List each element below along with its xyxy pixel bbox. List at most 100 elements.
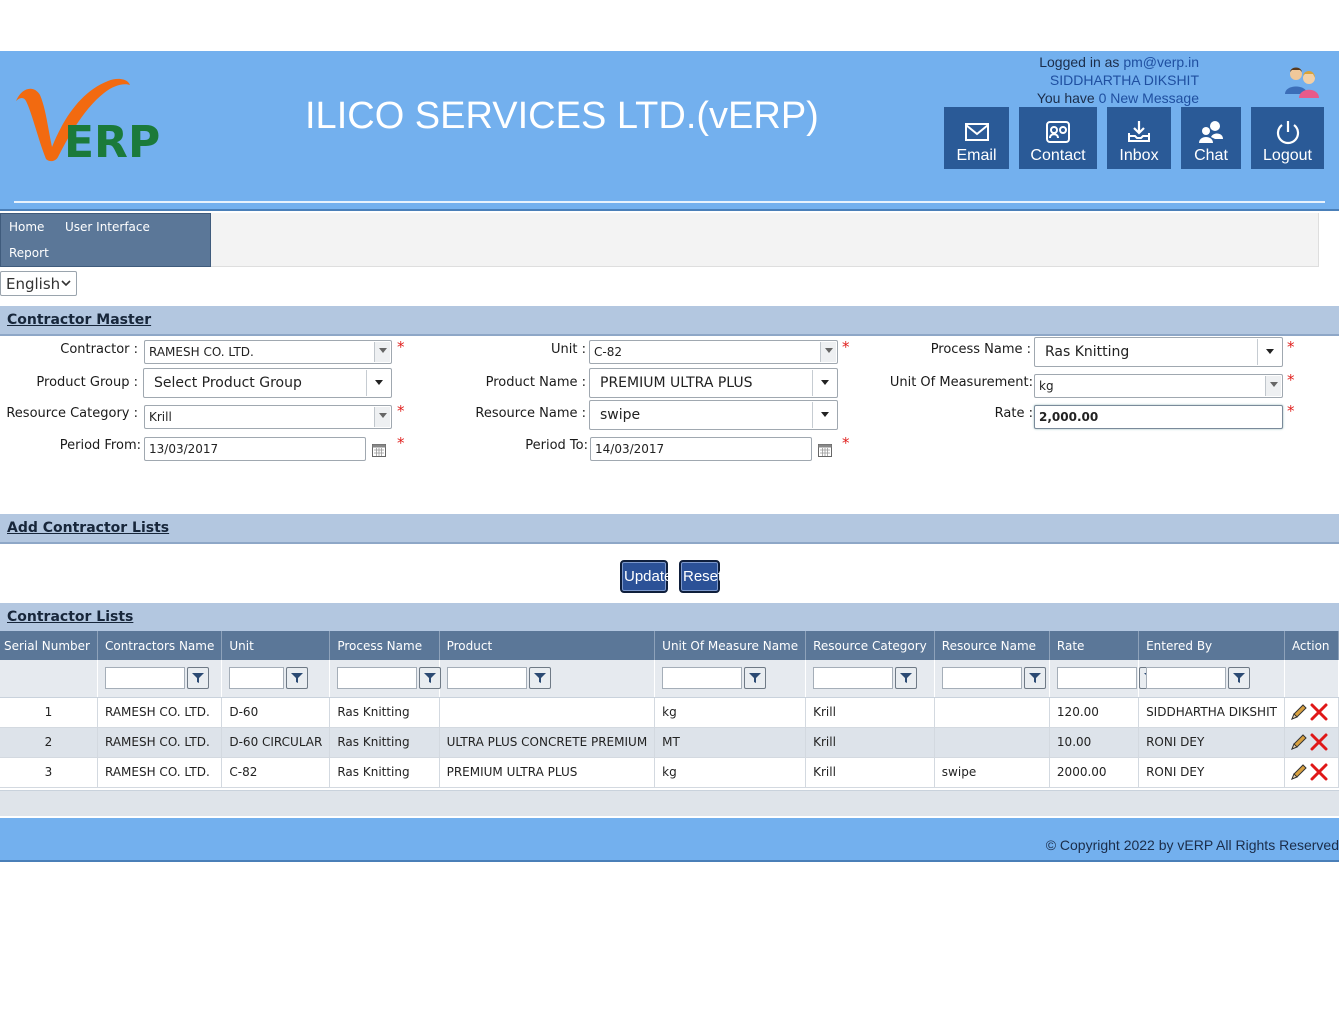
caret-down-icon (375, 380, 383, 385)
product-group-dropdown-toggle[interactable] (366, 370, 390, 396)
product-name-select[interactable]: PREMIUM ULTRA PLUS (589, 368, 838, 398)
menu-user-interface[interactable]: User Interface (65, 220, 150, 234)
product-group-select[interactable]: Select Product Group (143, 368, 392, 398)
cell-uom: MT (654, 727, 807, 758)
menu-home[interactable]: Home (9, 220, 45, 234)
period-from-input[interactable] (144, 437, 366, 461)
filter-entered-by-input[interactable] (1146, 667, 1227, 690)
col-rate[interactable]: Rate (1049, 631, 1140, 660)
cell-resource-category: Krill (805, 697, 935, 728)
cell-entered-by: RONI DEY (1138, 757, 1285, 788)
filter-button[interactable] (895, 667, 918, 690)
filter-button[interactable] (286, 667, 309, 690)
delete-cross-icon[interactable] (1309, 762, 1329, 782)
resource-name-value: swipe (600, 407, 641, 423)
email-button[interactable]: Email (944, 107, 1009, 169)
col-resource-category[interactable]: Resource Category (805, 631, 935, 660)
filter-rate-input[interactable] (1056, 667, 1137, 690)
uom-dropdown-toggle[interactable] (1265, 376, 1281, 396)
cell-action (1284, 727, 1339, 758)
col-product[interactable]: Product (439, 631, 656, 660)
filter-button[interactable] (528, 667, 551, 690)
reset-button[interactable]: Reset (679, 560, 722, 593)
filter-uom-input[interactable] (662, 667, 743, 690)
filter-cell (934, 660, 1050, 698)
user-name: SIDDHARTHA DIKSHIT (1049, 72, 1199, 88)
users-avatar-icon[interactable] (1282, 64, 1322, 100)
contractor-label: Contractor : (60, 342, 138, 357)
resource-name-select[interactable]: swipe (589, 400, 838, 430)
filter-cell (221, 660, 331, 698)
process-name-label: Process Name : (930, 342, 1031, 357)
unit-dropdown-toggle[interactable] (820, 342, 836, 362)
edit-pencil-icon[interactable] (1289, 732, 1309, 752)
logout-button[interactable]: Logout (1251, 107, 1324, 169)
new-message-link[interactable]: 0 New Message (1098, 90, 1199, 106)
cell-action (1284, 697, 1339, 728)
resource-category-dropdown-toggle[interactable] (374, 407, 390, 427)
copyright-text: © Copyright 2022 by vERP All Rights Rese… (1045, 837, 1339, 853)
col-entered-by[interactable]: Entered By (1138, 631, 1285, 660)
col-process-name[interactable]: Process Name (329, 631, 440, 660)
filter-resource-category-input[interactable] (813, 667, 894, 690)
chat-button[interactable]: Chat (1181, 107, 1241, 169)
uom-required-mark: * (1287, 371, 1295, 389)
add-contractor-lists-title: Add Contractor Lists (7, 520, 170, 536)
resource-category-value: Krill (149, 410, 172, 424)
edit-pencil-icon[interactable] (1289, 702, 1309, 722)
filter-process-name-input[interactable] (337, 667, 418, 690)
calendar-icon[interactable] (818, 443, 832, 457)
uom-select[interactable]: kg (1034, 374, 1283, 398)
cell-process: Ras Knitting (329, 757, 440, 788)
funnel-icon (1233, 673, 1246, 684)
col-contractors-name[interactable]: Contractors Name (97, 631, 223, 660)
menu-report[interactable]: Report (9, 246, 49, 260)
table-pager-bar (0, 790, 1339, 816)
period-to-input[interactable] (590, 437, 812, 461)
col-serial-number[interactable]: Serial Number (0, 631, 98, 660)
filter-button[interactable] (1023, 667, 1046, 690)
filter-button[interactable] (186, 667, 209, 690)
contractor-select[interactable]: RAMESH CO. LTD. (144, 340, 392, 364)
unit-select[interactable]: C-82 (589, 340, 838, 364)
resource-category-select[interactable]: Krill (144, 405, 392, 429)
col-unit-of-measure-name[interactable]: Unit Of Measure Name (654, 631, 807, 660)
filter-button[interactable] (744, 667, 767, 690)
inbox-button[interactable]: Inbox (1107, 107, 1171, 169)
cell-resource-name (934, 697, 1050, 728)
caret-down-icon (821, 412, 829, 417)
logout-button-label: Logout (1263, 147, 1312, 164)
filter-product-input[interactable] (446, 667, 527, 690)
filter-cell (1138, 660, 1285, 698)
message-prefix: You have (1036, 90, 1095, 106)
inbox-button-label: Inbox (1119, 147, 1159, 164)
filter-button[interactable] (419, 667, 442, 690)
col-unit[interactable]: Unit (221, 631, 331, 660)
filter-resource-name-input[interactable] (941, 667, 1022, 690)
filter-button[interactable] (1228, 667, 1251, 690)
contractor-dropdown-toggle[interactable] (374, 342, 390, 362)
funnel-icon (191, 673, 204, 684)
cell-contractor: RAMESH CO. LTD. (97, 757, 223, 788)
filter-cell (805, 660, 935, 698)
language-select[interactable]: English (0, 271, 77, 296)
contact-button[interactable]: Contact (1019, 107, 1097, 169)
process-name-required-mark: * (1287, 338, 1295, 356)
edit-pencil-icon[interactable] (1289, 762, 1309, 782)
product-name-dropdown-toggle[interactable] (812, 370, 836, 396)
cell-resource-name (934, 727, 1050, 758)
funnel-icon (749, 673, 762, 684)
product-name-value: PREMIUM ULTRA PLUS (600, 375, 753, 391)
delete-cross-icon[interactable] (1309, 702, 1329, 722)
update-button[interactable]: Update (620, 560, 672, 593)
delete-cross-icon[interactable] (1309, 732, 1329, 752)
col-resource-name[interactable]: Resource Name (934, 631, 1050, 660)
filter-contractors-name-input[interactable] (104, 667, 185, 690)
filter-unit-input[interactable] (229, 667, 285, 690)
calendar-icon[interactable] (372, 443, 386, 457)
cell-serial: 3 (0, 757, 98, 788)
process-name-select[interactable]: Ras Knitting (1034, 337, 1283, 367)
resource-name-dropdown-toggle[interactable] (812, 402, 836, 428)
process-name-dropdown-toggle[interactable] (1257, 339, 1281, 365)
rate-input[interactable] (1034, 405, 1283, 429)
